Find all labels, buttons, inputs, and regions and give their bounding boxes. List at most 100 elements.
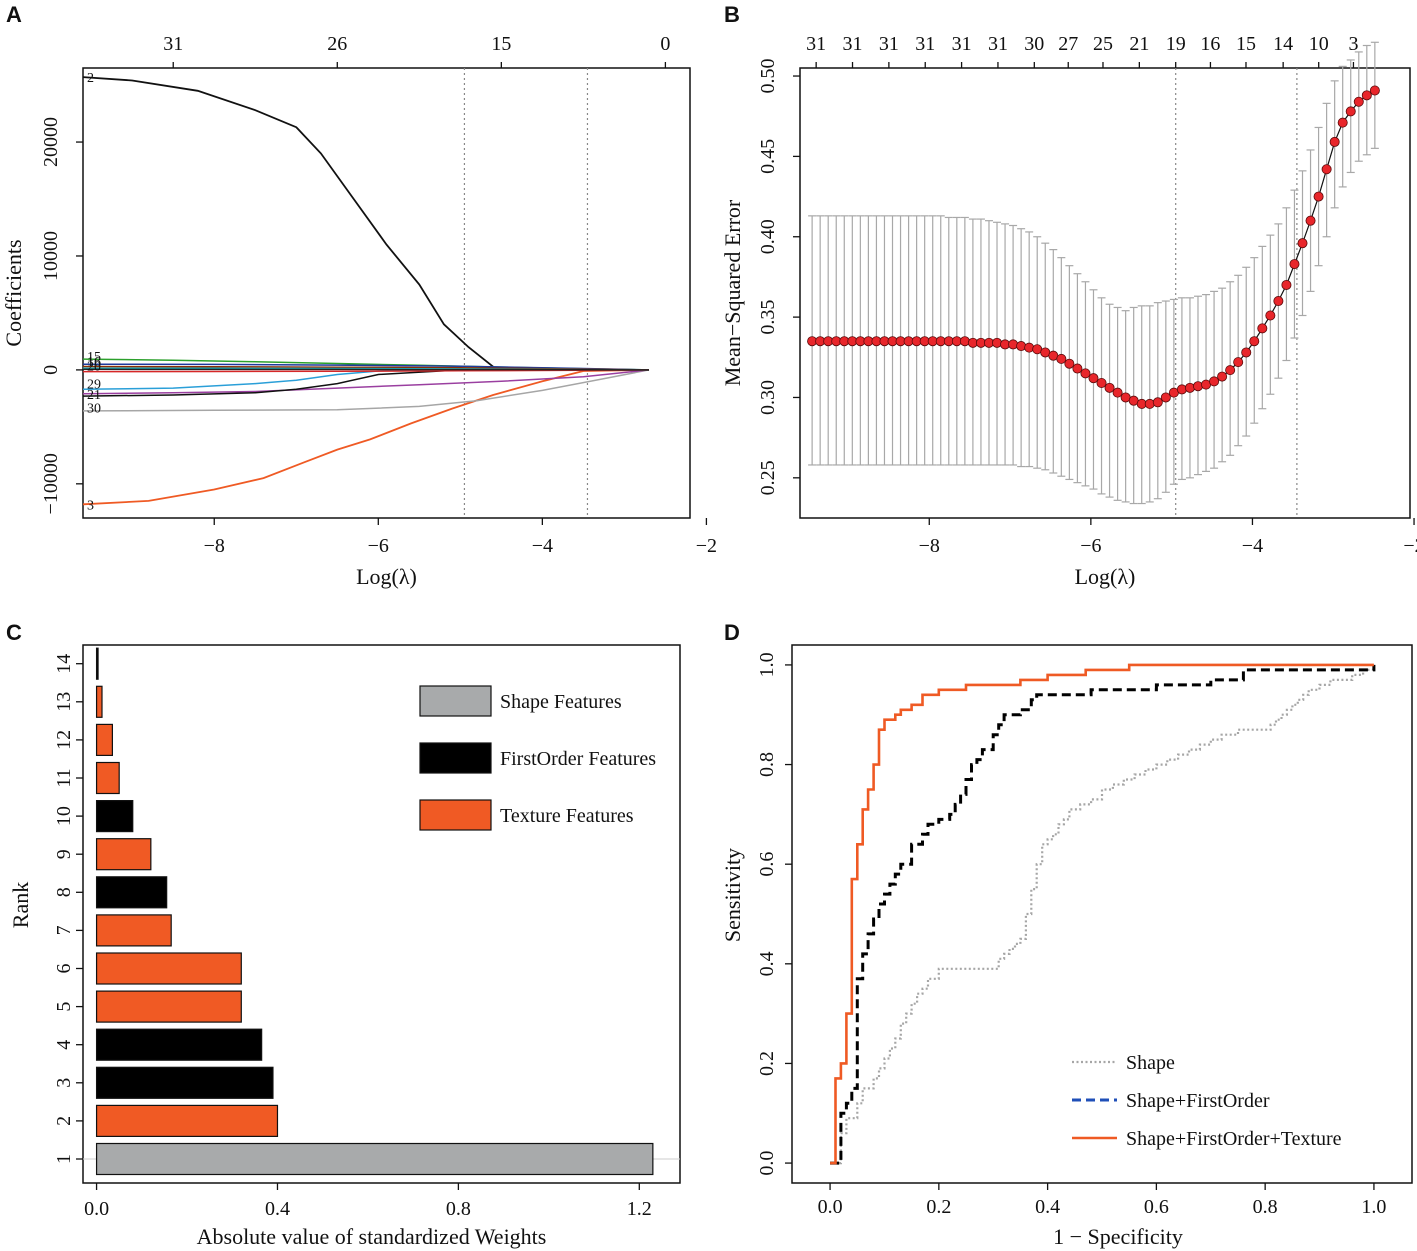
y-tick-label: 0.30 [757,380,779,415]
mse-point [1104,382,1115,393]
x-tick-label: −4 [532,535,553,557]
x-axis-title: Absolute value of standardized Weights [197,1224,547,1249]
mse-point [1257,323,1268,334]
mse-point [1112,387,1123,398]
legend-swatch [419,685,492,717]
weight-bar [95,761,120,795]
y-tick-label: 0.45 [757,139,779,174]
panel-label-a: A [6,2,22,27]
y-tick-label: 1.0 [756,652,778,677]
x-axis-title: Log(λ) [1075,564,1136,589]
path-label: 3 [87,498,94,513]
x-axis-title: Log(λ) [356,564,417,589]
weight-bar [95,723,113,757]
top-tick-label: 15 [1236,33,1256,55]
y-tick-label: 0.35 [757,300,779,335]
legend-label: FirstOrder Features [500,748,656,770]
y-tick-label: 0.6 [756,852,778,877]
top-tick-label: 15 [491,33,511,55]
y-tick-label: 0.25 [757,460,779,495]
legend-label: Shape+FirstOrder [1126,1090,1270,1112]
mse-point [1369,85,1380,96]
top-tick-label: 31 [843,33,863,55]
x-tick-label: 0.6 [1144,1196,1169,1218]
top-tick-label: 0 [660,33,670,55]
top-tick-label: 3 [1348,33,1358,55]
top-tick-label: 16 [1200,33,1220,55]
mse-point [1008,339,1019,350]
panel-d-roc-curves: 0.0 0.2 0.4 0.6 0.8 1.0 0.0 0.2 0.4 0.6 0.8 1.0 Shap… [720,644,1413,1249]
mse-point [992,337,1003,348]
coefficient-path [82,369,650,412]
x-tick-label: −2 [696,535,717,557]
x-tick-label: −4 [1242,535,1263,557]
x-tick-label: 1.0 [1361,1196,1386,1218]
top-tick-label: 19 [1166,33,1186,55]
x-tick-label: 1.2 [627,1198,652,1220]
top-tick-label: 30 [1024,33,1044,55]
x-tick-label: −6 [368,535,389,557]
y-tick-label: 0.50 [757,59,779,94]
weight-bar [95,1066,274,1099]
rank-label: 6 [53,964,75,974]
coefficient-path [82,368,650,371]
weight-bar [95,838,152,871]
mse-point [1305,215,1316,226]
x-tick-label: 0.8 [446,1198,471,1220]
panel-label-c: C [6,620,22,645]
top-tick-label: 27 [1058,33,1078,55]
x-tick-label: 0.4 [265,1198,290,1220]
top-tick-label: 31 [988,33,1008,55]
x-tick-label: 0.4 [1035,1196,1060,1218]
mse-point [1080,368,1091,379]
y-tick-label: 0.2 [756,1051,778,1076]
mse-point [1281,279,1292,290]
legend-label: Shape+FirstOrder+Texture [1126,1128,1342,1150]
x-tick-label: −8 [204,535,225,557]
legend-label: Shape [1126,1052,1175,1074]
legend-swatch [419,799,492,831]
top-tick-label: 31 [163,33,183,55]
plot-frame [799,67,1411,519]
mse-point [1016,341,1027,352]
weight-bar [95,1104,279,1138]
x-tick-label: 0.2 [926,1196,951,1218]
plot-frame [791,644,1413,1184]
x-tick-label: −6 [1080,535,1101,557]
mse-point [1024,342,1035,353]
path-label: 30 [87,401,101,416]
y-tick-label: 0.40 [757,219,779,254]
y-axis-title: Sensitivity [720,848,745,942]
rank-label: 4 [53,1040,75,1050]
y-tick-label: 10000 [40,231,62,281]
mse-point [1241,347,1252,358]
y-tick-label: 0.8 [756,752,778,777]
top-tick-label: 31 [806,33,826,55]
mse-point [1345,106,1356,117]
weight-bar [95,1142,654,1176]
mse-point [1297,238,1308,249]
mse-point [1096,377,1107,388]
weight-bar [95,685,103,718]
coefficient-path [82,76,498,371]
mse-point [1249,336,1260,347]
mse-point [1176,384,1187,395]
mse-point [1209,376,1220,387]
weight-bar [95,647,99,680]
rank-label: 8 [53,887,75,897]
rank-label: 1 [53,1154,75,1164]
rank-label: 11 [53,768,75,787]
mse-point [1353,96,1364,107]
weight-bar [95,914,172,947]
y-tick-label: 20000 [40,117,62,167]
mse-point [1265,310,1276,321]
y-axis-title: Mean−Squared Error [720,199,745,386]
rank-label: 3 [53,1078,75,1088]
rank-label: 7 [53,925,75,935]
roc-curve [830,663,1374,1165]
x-tick-label: −2 [1403,535,1417,557]
rank-label: 2 [53,1116,75,1126]
mse-point [1361,90,1372,101]
y-tick-label: −10000 [40,453,62,514]
